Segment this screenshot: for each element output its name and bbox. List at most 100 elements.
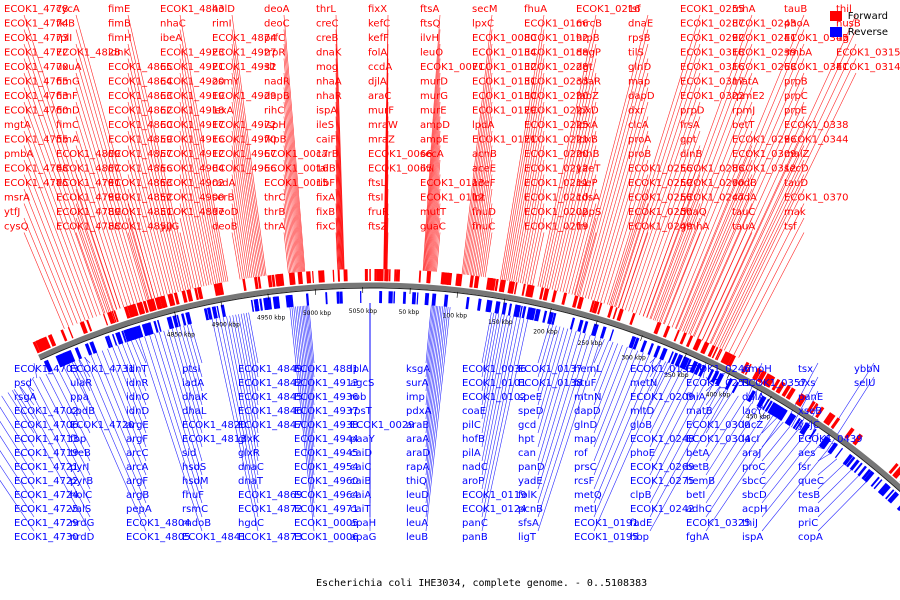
label-spoke	[472, 130, 493, 276]
label-spoke	[649, 368, 683, 434]
label-spoke	[231, 232, 241, 280]
label-spoke	[537, 327, 565, 420]
label-spoke	[675, 14, 805, 329]
forward-feature	[528, 285, 535, 298]
label-spoke	[482, 217, 493, 277]
forward-feature	[311, 270, 315, 284]
gene-label: ECOK1_4853	[108, 178, 173, 189]
gene-label: ftsI	[368, 193, 383, 204]
gene-label: ECOK1_4842	[238, 378, 303, 389]
gene-label: argF	[126, 434, 148, 445]
label-spoke	[593, 345, 623, 420]
label-spoke	[646, 174, 701, 318]
label-spoke	[179, 116, 214, 285]
gene-label: ECOK1_4725	[14, 504, 79, 515]
label-spoke	[425, 306, 440, 448]
forward-feature	[181, 290, 188, 303]
reverse-feature	[693, 362, 702, 376]
reverse-feature	[599, 326, 607, 339]
label-spoke	[649, 43, 753, 319]
gene-label: cdaR	[576, 77, 601, 88]
gene-label: proA	[628, 135, 651, 146]
gene-label: fabZ	[576, 91, 599, 102]
reverse-feature	[698, 364, 706, 377]
gene-label: creC	[316, 19, 339, 30]
gene-label: holD	[212, 4, 235, 15]
forward-feature	[707, 344, 716, 358]
label-spoke	[721, 72, 857, 350]
gene-label: ECOK1_4967	[212, 149, 277, 160]
label-spoke	[738, 232, 805, 358]
gene-label: ispA	[316, 106, 337, 117]
gene-label: arcA	[126, 462, 149, 473]
gene-label: ccdA	[368, 62, 392, 73]
label-spoke	[610, 188, 649, 306]
gene-label: ECOK1_0250	[628, 207, 693, 218]
reverse-feature	[211, 306, 218, 319]
label-spoke	[649, 357, 656, 364]
forward-feature	[395, 269, 401, 282]
label-spoke	[593, 340, 609, 378]
forward-feature	[297, 272, 301, 285]
gene-label: ECOK1_0202	[524, 207, 589, 218]
reverse-feature	[107, 335, 113, 348]
label-spoke	[481, 315, 508, 448]
reverse-feature	[393, 291, 396, 304]
forward-feature	[893, 469, 900, 478]
reverse-feature	[784, 412, 795, 426]
gene-label: ECOK1_0188	[524, 48, 589, 59]
reverse-feature	[845, 456, 856, 468]
gene-label: ECOK1_4971	[294, 504, 359, 515]
label-spoke	[816, 432, 819, 445]
label-spoke	[689, 72, 805, 335]
gene-label: ECOK1_4918	[160, 106, 225, 117]
label-spoke	[471, 116, 493, 276]
label-spoke	[23, 174, 82, 323]
label-spoke	[468, 87, 493, 276]
gene-label: dnaT	[238, 476, 264, 487]
label-spoke	[0, 406, 35, 462]
label-spoke	[231, 72, 261, 277]
gene-label: tsf	[628, 4, 641, 15]
gene-label: ECOK1_0036	[462, 364, 527, 375]
gene-label: pdxA	[406, 406, 432, 417]
label-spoke	[425, 305, 437, 420]
label-spoke	[31, 376, 35, 381]
label-spoke	[211, 319, 259, 532]
label-spoke	[295, 306, 315, 490]
gene-label: ECOK1_0251	[686, 378, 751, 389]
gene-label: hemL	[574, 364, 602, 375]
reverse-feature	[516, 305, 521, 318]
gene-label: queC	[798, 476, 824, 487]
reverse-feature	[792, 417, 802, 430]
gene-label: ECOK1_4841	[182, 532, 247, 543]
reverse-feature	[633, 337, 639, 350]
label-spoke	[539, 29, 597, 288]
gene-label: iadA	[182, 378, 204, 389]
gene-label: fimG	[56, 77, 80, 88]
gene-label: ECOK1_0239	[732, 48, 797, 59]
forward-feature	[776, 382, 786, 394]
gene-label: tauA	[732, 222, 755, 233]
forward-feature	[86, 319, 93, 332]
gene-label: ECOK1_0017	[264, 149, 329, 160]
gene-label: fsr	[798, 462, 812, 473]
label-spoke	[23, 145, 90, 320]
gene-label: ECOK1_4847	[238, 420, 303, 431]
label-spoke	[127, 203, 156, 299]
gene-label: talB	[316, 164, 336, 175]
label-spoke	[481, 315, 511, 462]
gene-label: ECOK1_4745	[4, 178, 69, 189]
label-spoke	[63, 365, 91, 420]
label-spoke	[68, 363, 91, 406]
gene-label: ECOK1_4936	[294, 392, 359, 403]
forward-feature	[714, 348, 722, 360]
gene-label: speD	[518, 406, 544, 417]
forward-feature	[418, 270, 422, 283]
gene-label: paaY	[350, 434, 376, 445]
reverse-swatch	[829, 27, 842, 37]
gene-label: dnaC	[238, 462, 264, 473]
label-spoke	[232, 315, 259, 448]
label-spoke	[127, 130, 171, 295]
forward-feature	[43, 336, 51, 349]
